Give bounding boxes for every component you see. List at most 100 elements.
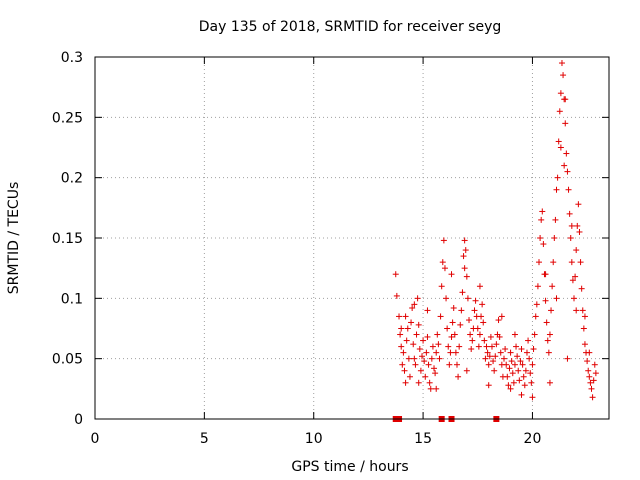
data-point: [411, 355, 418, 362]
data-point: [434, 331, 441, 338]
data-point: [474, 325, 481, 332]
data-point: [575, 201, 582, 208]
data-point: [522, 367, 529, 374]
data-point: [511, 331, 518, 338]
data-point: [440, 237, 447, 244]
data-point: [523, 349, 530, 356]
data-point: [491, 367, 498, 374]
data-point: [418, 353, 425, 360]
data-point: [557, 90, 564, 97]
data-point: [561, 162, 568, 169]
data-point: [444, 325, 451, 332]
data-point: [544, 337, 551, 344]
data-point: [398, 325, 405, 332]
data-point: [584, 358, 591, 365]
data-point: [449, 319, 456, 326]
data-point: [510, 379, 517, 386]
data-point: [453, 361, 460, 368]
data-point: [508, 358, 515, 365]
data-point: [515, 367, 522, 374]
data-point: [536, 259, 543, 266]
data-point: [413, 331, 420, 338]
data-point: [571, 295, 578, 302]
data-point: [409, 304, 416, 311]
data-point: [546, 379, 553, 386]
data-point: [516, 377, 523, 384]
data-point: [503, 361, 510, 368]
data-point: [456, 343, 463, 350]
data-point: [445, 343, 452, 350]
data-point: [469, 337, 476, 344]
y-tick-label: 0.1: [61, 291, 83, 307]
data-point: [448, 271, 455, 278]
data-point: [467, 331, 474, 338]
data-point: [428, 355, 435, 362]
data-point: [497, 349, 504, 356]
data-point: [466, 317, 473, 324]
data-point: [437, 313, 444, 320]
data-point: [397, 331, 404, 338]
data-point: [539, 208, 546, 215]
data-point: [586, 373, 593, 380]
data-point: [468, 346, 475, 353]
data-point: [529, 361, 536, 368]
data-point: [554, 174, 561, 181]
data-point: [528, 379, 535, 386]
data-point: [426, 379, 433, 386]
data-point: [405, 355, 412, 362]
data-point: [568, 259, 575, 266]
data-point: [543, 319, 550, 326]
data-point: [564, 168, 571, 175]
data-point: [490, 358, 497, 365]
x-axis-label: GPS time / hours: [291, 459, 408, 475]
x-tick-label: 15: [414, 431, 432, 447]
x-tick-label: 5: [200, 431, 209, 447]
data-points: [392, 60, 599, 422]
data-point: [518, 346, 525, 353]
data-point: [424, 333, 431, 340]
data-point: [487, 333, 494, 340]
data-point: [562, 120, 569, 127]
data-point: [542, 297, 549, 304]
data-point: [530, 346, 537, 353]
data-point: [438, 283, 445, 290]
data-point: [498, 313, 505, 320]
data-point: [576, 228, 583, 235]
data-point: [461, 265, 468, 272]
data-point: [411, 301, 418, 308]
data-point: [436, 355, 443, 362]
data-point: [431, 365, 438, 372]
data-point: [505, 382, 512, 389]
data-point: [585, 367, 592, 374]
data-point: [548, 307, 555, 314]
data-point: [463, 367, 470, 374]
data-point: [424, 307, 431, 314]
data-point: [519, 361, 526, 368]
data-point: [451, 331, 458, 338]
data-point: [443, 295, 450, 302]
data-point: [534, 283, 541, 290]
data-point: [463, 273, 470, 280]
y-tick-label: 0.05: [52, 352, 83, 368]
data-point: [448, 333, 455, 340]
data-point: [529, 394, 536, 401]
data-point: [479, 301, 486, 308]
data-point: [485, 382, 492, 389]
data-point: [399, 361, 406, 368]
data-point: [462, 247, 469, 254]
data-point: [550, 259, 557, 266]
data-point: [435, 341, 442, 348]
data-point: [404, 325, 411, 332]
data-point: [511, 361, 518, 368]
data-point: [415, 321, 422, 328]
chart-title: Day 135 of 2018, SRMTID for receiver sey…: [199, 19, 502, 35]
data-point: [406, 373, 413, 380]
data-point: [501, 355, 508, 362]
data-point: [588, 385, 595, 392]
data-point: [565, 186, 572, 193]
y-axis-label: SRMTID / TECUs: [6, 182, 22, 295]
data-point: [573, 307, 580, 314]
data-point: [417, 367, 424, 374]
data-point: [455, 373, 462, 380]
data-point: [553, 186, 560, 193]
